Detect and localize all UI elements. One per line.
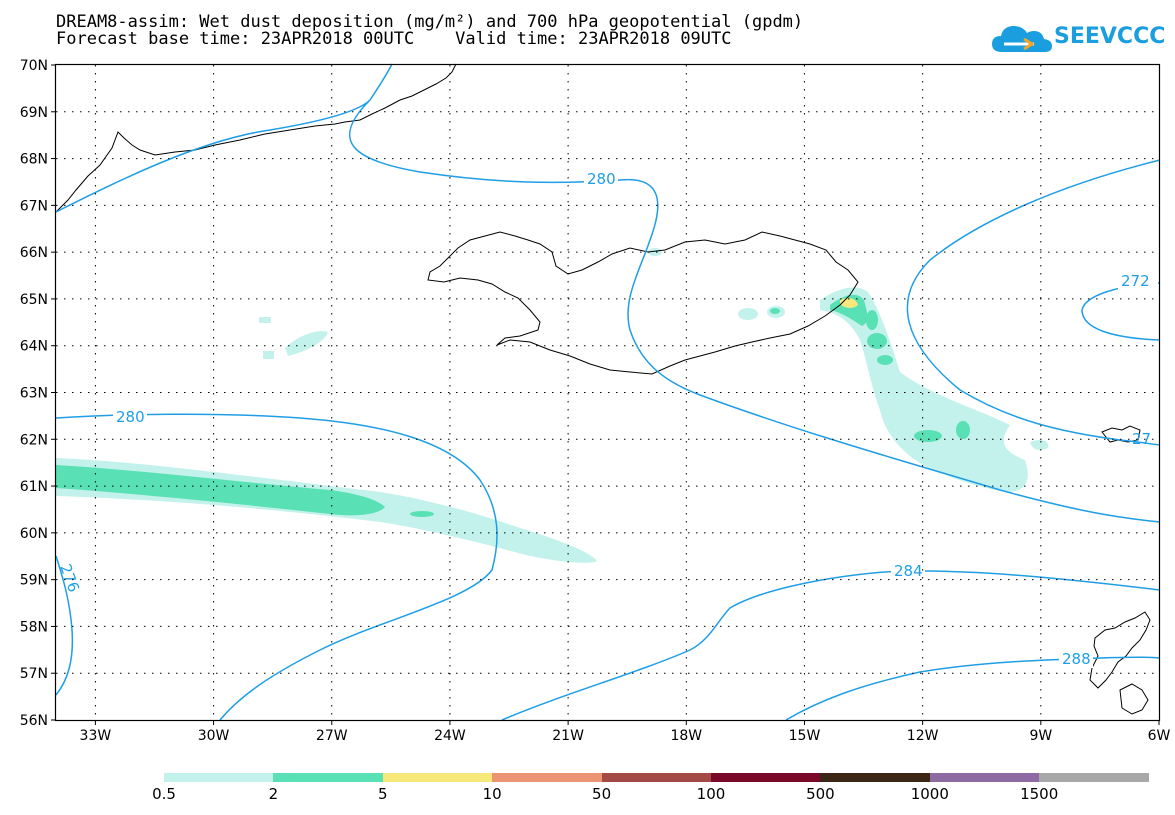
lon-label: 18W bbox=[670, 728, 702, 744]
contour-label: 284 bbox=[894, 562, 923, 580]
lat-label: 69N bbox=[20, 105, 48, 121]
lat-label: 61N bbox=[20, 479, 48, 495]
lat-label: 70N bbox=[20, 58, 48, 74]
logo-text: SEEVCCC bbox=[1054, 24, 1166, 49]
lat-label: 68N bbox=[20, 152, 48, 168]
lat-label: 56N bbox=[20, 713, 48, 729]
legend-swatch bbox=[164, 773, 274, 782]
legend-swatch bbox=[601, 773, 712, 782]
faroe-islands-coast bbox=[1101, 425, 1141, 443]
legend-swatch bbox=[929, 773, 1040, 782]
iceland-coast bbox=[427, 231, 859, 375]
lat-label: 63N bbox=[20, 386, 48, 402]
cloud-icon bbox=[992, 26, 1052, 52]
dust-patch bbox=[263, 351, 274, 359]
lat-label: 65N bbox=[20, 292, 48, 308]
axis-ticks bbox=[51, 64, 1160, 725]
lon-label: 30W bbox=[198, 728, 230, 744]
dust-patch bbox=[1030, 440, 1049, 450]
scotland-coast bbox=[1119, 683, 1149, 715]
lat-label: 58N bbox=[20, 619, 48, 635]
dust-blob bbox=[410, 511, 434, 517]
lon-label: 27W bbox=[316, 728, 348, 744]
contour-label: 27 bbox=[1132, 430, 1151, 448]
dust-blob bbox=[914, 430, 942, 442]
contour-label: 280 bbox=[587, 170, 616, 188]
lon-label: 12W bbox=[907, 728, 939, 744]
map-frame bbox=[54, 63, 1161, 722]
map-subtitle: Forecast base time: 23APR2018 00UTC Vali… bbox=[56, 29, 732, 49]
legend-label: 5 bbox=[378, 785, 388, 803]
legend-label: 100 bbox=[696, 785, 726, 803]
lon-label: 9W bbox=[1029, 728, 1052, 744]
map-title: DREAM8-assim: Wet dust deposition (mg/m²… bbox=[56, 12, 804, 32]
legend-label: 10 bbox=[482, 785, 502, 803]
longitude-labels: 33W 30W 27W 24W 21W 18W 15W 12W 9W 6W bbox=[80, 728, 1171, 744]
lon-label: 24W bbox=[434, 728, 466, 744]
contour-276-west bbox=[55, 555, 74, 696]
greenland-coast bbox=[55, 63, 457, 213]
dust-blob bbox=[956, 421, 970, 439]
contour-labels: 280 280 284 288 272 276 27 bbox=[56, 170, 1158, 668]
lat-label: 62N bbox=[20, 432, 48, 448]
lat-label: 59N bbox=[20, 573, 48, 589]
coastlines bbox=[55, 63, 1151, 715]
contour-280-north bbox=[55, 63, 1161, 523]
legend-label: 0.5 bbox=[152, 785, 176, 803]
contour-272-closed bbox=[1081, 282, 1161, 341]
lon-label: 15W bbox=[789, 728, 821, 744]
legend-swatch bbox=[1039, 773, 1150, 782]
graticule bbox=[56, 65, 1159, 720]
dust-blob bbox=[770, 308, 780, 314]
contour-284 bbox=[501, 570, 1161, 721]
contour-label: 288 bbox=[1062, 650, 1091, 668]
dust-deposition-layer bbox=[56, 248, 1049, 563]
legend-swatch bbox=[820, 773, 931, 782]
contour-label: 280 bbox=[116, 408, 145, 426]
legend-swatch bbox=[711, 773, 821, 782]
lon-label: 21W bbox=[552, 728, 584, 744]
dust-patch bbox=[648, 248, 662, 256]
dust-blob bbox=[866, 310, 878, 330]
dust-blob bbox=[867, 333, 887, 349]
lat-label: 64N bbox=[20, 339, 48, 355]
contour-288 bbox=[785, 656, 1161, 721]
legend-label: 500 bbox=[806, 785, 835, 803]
dust-patch bbox=[259, 317, 271, 323]
lon-label: 6W bbox=[1148, 728, 1171, 744]
legend-label: 1000 bbox=[910, 785, 949, 803]
legend-swatch bbox=[273, 773, 384, 782]
dust-patch bbox=[738, 308, 758, 320]
lat-label: 60N bbox=[20, 526, 48, 542]
lat-label: 57N bbox=[20, 666, 48, 682]
hebrides-coast bbox=[1089, 611, 1151, 689]
lon-label: 33W bbox=[80, 728, 112, 744]
dust-plume-dense bbox=[830, 294, 868, 326]
lat-label: 67N bbox=[20, 198, 48, 214]
geopotential-contours bbox=[55, 63, 1161, 721]
contour-280-south bbox=[55, 413, 498, 721]
dust-blob bbox=[877, 355, 893, 365]
legend-swatch bbox=[382, 773, 493, 782]
dust-band-dense bbox=[56, 465, 385, 516]
legend-label: 1500 bbox=[1020, 785, 1059, 803]
contour-label: 272 bbox=[1121, 272, 1150, 290]
latitude-labels: 70N 69N 68N 67N 66N 65N 64N 63N 62N 61N 60N 59N 58N 5… bbox=[20, 58, 48, 729]
legend-swatch bbox=[492, 773, 603, 782]
dust-patch bbox=[285, 331, 328, 356]
legend-label: 2 bbox=[268, 785, 279, 803]
contour-272-east bbox=[906, 159, 1161, 446]
lat-label: 66N bbox=[20, 245, 48, 261]
contour-label: 276 bbox=[56, 562, 83, 595]
legend-label: 50 bbox=[592, 785, 612, 803]
